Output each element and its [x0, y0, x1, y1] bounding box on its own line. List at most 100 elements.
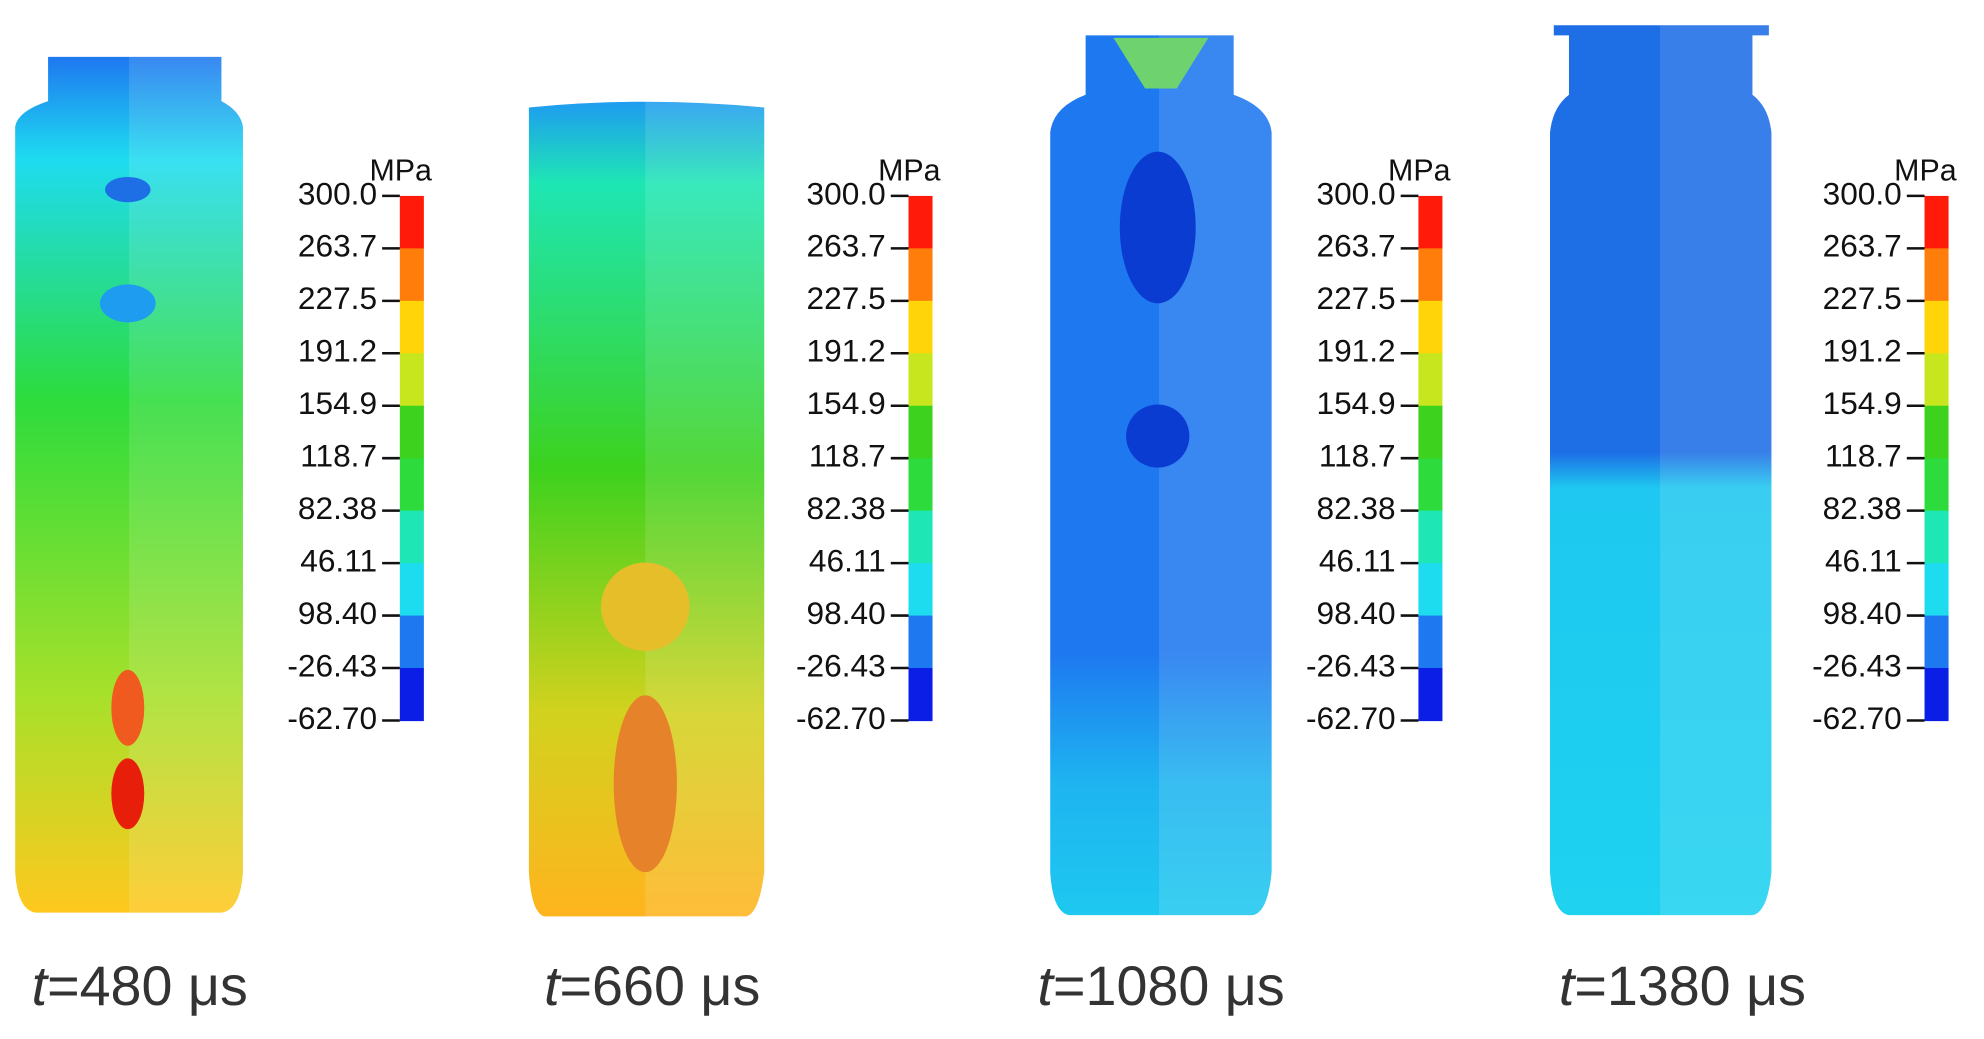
- projectile: [528, 101, 765, 917]
- colorbar-segment: [908, 668, 933, 722]
- colorbar-segment: [908, 195, 933, 250]
- colorbar: 300.0 263.7 227.5 191.2 154.9 118.7 82.38 46.11…: [1812, 155, 1957, 736]
- colorbar-segment: [908, 353, 933, 407]
- colorbar-label: 263.7: [298, 228, 377, 264]
- colorbar-segment: [399, 510, 424, 564]
- time-variable: t: [1559, 955, 1577, 1017]
- colorbar-label: 227.5: [807, 280, 886, 316]
- colorbar-label: 154.9: [298, 385, 377, 421]
- colorbar-segment: [399, 195, 424, 250]
- colorbar-segment: [1924, 248, 1949, 302]
- colorbar-label: 300.0: [807, 175, 886, 211]
- colorbar-label: -26.43: [287, 647, 377, 683]
- colorbar-label: 227.5: [1316, 280, 1395, 316]
- time-label: t=1380 μs: [1559, 955, 1806, 1017]
- colorbar-segment: [1924, 300, 1949, 354]
- colorbar-segment: [1418, 458, 1443, 512]
- colorbar-label: -62.70: [1812, 700, 1902, 736]
- time-value: =480 μs: [47, 955, 248, 1017]
- time-value: =1380 μs: [1574, 955, 1806, 1017]
- colorbar-unit: MPa: [369, 155, 432, 188]
- colorbar-label: -62.70: [796, 700, 886, 736]
- colorbar-segment: [908, 510, 933, 564]
- colorbar: 300.0 263.7 227.5 191.2 154.9 118.7 82.38 46.11…: [796, 155, 941, 736]
- colorbar-label: 191.2: [1316, 333, 1395, 369]
- colorbar-label: 46.11: [300, 542, 377, 578]
- colorbar-label: 263.7: [807, 228, 886, 264]
- colorbar-label: 227.5: [298, 280, 377, 316]
- colorbar-label: 154.9: [1823, 385, 1902, 421]
- colorbar-label: -26.43: [796, 647, 886, 683]
- colorbar-label: -62.70: [287, 700, 377, 736]
- colorbar-segment: [1924, 353, 1949, 407]
- time-value: =1080 μs: [1053, 955, 1285, 1017]
- colorbar-segment: [1418, 668, 1443, 722]
- colorbar-segment: [399, 563, 424, 617]
- colorbar-segment: [1418, 353, 1443, 407]
- colorbar-label: -26.43: [1306, 647, 1396, 683]
- colorbar-segment: [908, 405, 933, 459]
- time-label: t=480 μs: [32, 955, 248, 1017]
- time-label: t=660 μs: [544, 955, 760, 1017]
- colorbar-segment: [1418, 563, 1443, 617]
- colorbar-segment: [1418, 510, 1443, 564]
- colorbar-label: 98.40: [1316, 595, 1395, 631]
- time-label: t=1080 μs: [1038, 955, 1285, 1017]
- colorbar-label: 46.11: [1825, 542, 1902, 578]
- colorbar-label: 82.38: [807, 490, 886, 526]
- colorbar: 300.0 263.7 227.5 191.2 154.9 118.7 82.38 46.11…: [1306, 155, 1451, 736]
- colorbar-label: 82.38: [1316, 490, 1395, 526]
- colorbar-segment: [399, 300, 424, 354]
- colorbar-segment: [399, 615, 424, 669]
- projectile: [15, 56, 243, 913]
- colorbar-label: 191.2: [807, 333, 886, 369]
- colorbar-segment: [399, 248, 424, 302]
- colorbar-label: 82.38: [298, 490, 377, 526]
- colorbar-segment: [908, 300, 933, 354]
- colorbar-label: 118.7: [1319, 438, 1396, 474]
- colorbar-label: -26.43: [1812, 647, 1902, 683]
- colorbar-label: 154.9: [807, 385, 886, 421]
- colorbar-unit: MPa: [1894, 155, 1957, 188]
- colorbar-label: 82.38: [1823, 490, 1902, 526]
- colorbar-label: 118.7: [300, 438, 377, 474]
- colorbar-label: 191.2: [1823, 333, 1902, 369]
- time-value: =660 μs: [560, 955, 761, 1017]
- colorbar-segment: [1924, 615, 1949, 669]
- colorbar-label: 154.9: [1316, 385, 1395, 421]
- time-variable: t: [1038, 955, 1056, 1017]
- colorbar-label: 191.2: [298, 333, 377, 369]
- projectile: [1050, 35, 1272, 916]
- colorbar-label: 118.7: [809, 438, 886, 474]
- colorbar-segment: [399, 405, 424, 459]
- colorbar-segment: [908, 458, 933, 512]
- colorbar-segment: [399, 353, 424, 407]
- colorbar-segment: [908, 615, 933, 669]
- colorbar-label: 98.40: [807, 595, 886, 631]
- colorbar-label: 46.11: [809, 542, 886, 578]
- colorbar-label: 98.40: [1823, 595, 1902, 631]
- colorbar-label: -62.70: [1306, 700, 1396, 736]
- colorbar-segment: [399, 668, 424, 722]
- colorbar-unit: MPa: [1388, 155, 1451, 188]
- colorbar: 300.0 263.7 227.5 191.2 154.9 118.7 82.38 46.11…: [287, 155, 432, 736]
- colorbar-label: 46.11: [1319, 542, 1396, 578]
- colorbar-segment: [1418, 405, 1443, 459]
- colorbar-segment: [1418, 300, 1443, 354]
- time-variable: t: [544, 955, 562, 1017]
- colorbar-segment: [1924, 195, 1949, 250]
- time-variable: t: [32, 955, 50, 1017]
- colorbar-label: 300.0: [1316, 175, 1395, 211]
- colorbar-segment: [1418, 195, 1443, 250]
- colorbar-label: 118.7: [1825, 438, 1902, 474]
- colorbar-label: 227.5: [1823, 280, 1902, 316]
- colorbar-segment: [1418, 248, 1443, 302]
- colorbar-segment: [908, 248, 933, 302]
- colorbar-segment: [1924, 458, 1949, 512]
- colorbar-segment: [1924, 405, 1949, 459]
- colorbar-label: 98.40: [298, 595, 377, 631]
- colorbar-label: 263.7: [1316, 228, 1395, 264]
- colorbar-segment: [1418, 615, 1443, 669]
- colorbar-segment: [399, 458, 424, 512]
